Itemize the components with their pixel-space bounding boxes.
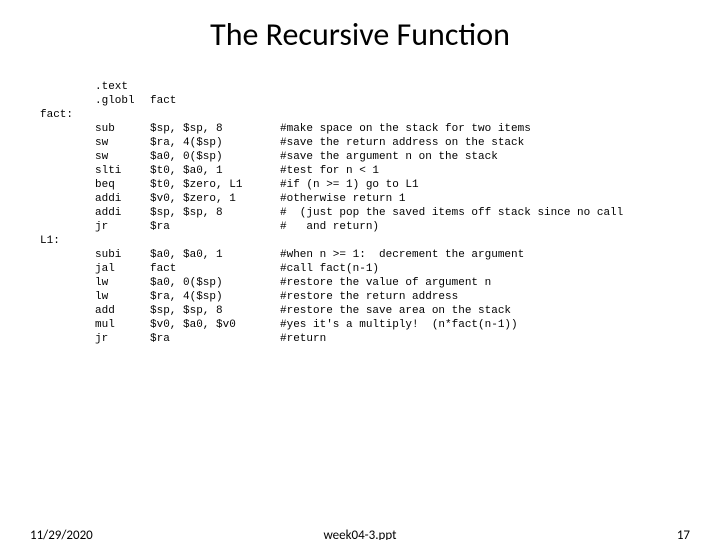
- code-label: [40, 206, 95, 220]
- code-args: $a0, 0($sp): [150, 150, 280, 164]
- code-args: $t0, $zero, L1: [150, 178, 280, 192]
- code-line: L1:: [40, 234, 690, 248]
- code-comment: [280, 94, 690, 108]
- code-line: jr$ra# and return): [40, 220, 690, 234]
- code-args: fact: [150, 94, 280, 108]
- code-label: [40, 304, 95, 318]
- code-comment: [280, 234, 690, 248]
- code-args: $ra, 4($sp): [150, 290, 280, 304]
- code-opcode: sub: [95, 122, 150, 136]
- code-opcode: [95, 234, 150, 248]
- code-args: $ra: [150, 220, 280, 234]
- code-line: subi$a0, $a0, 1#when n >= 1: decrement t…: [40, 248, 690, 262]
- code-block: .text.globlfactfact:sub$sp, $sp, 8#make …: [40, 80, 690, 346]
- code-label: [40, 290, 95, 304]
- code-line: sub$sp, $sp, 8#make space on the stack f…: [40, 122, 690, 136]
- code-line: .text: [40, 80, 690, 94]
- code-label: [40, 276, 95, 290]
- code-opcode: mul: [95, 318, 150, 332]
- code-line: addi$v0, $zero, 1#otherwise return 1: [40, 192, 690, 206]
- code-comment: #call fact(n-1): [280, 262, 690, 276]
- code-opcode: sw: [95, 150, 150, 164]
- code-label: [40, 150, 95, 164]
- code-line: mul$v0, $a0, $v0#yes it's a multiply! (n…: [40, 318, 690, 332]
- code-args: [150, 108, 280, 122]
- slide-title: The Recursive Function: [0, 15, 720, 54]
- code-label: [40, 136, 95, 150]
- code-comment: #otherwise return 1: [280, 192, 690, 206]
- code-opcode: addi: [95, 192, 150, 206]
- code-args: $v0, $a0, $v0: [150, 318, 280, 332]
- code-comment: # and return): [280, 220, 690, 234]
- code-opcode: beq: [95, 178, 150, 192]
- code-line: fact:: [40, 108, 690, 122]
- code-args: $a0, 0($sp): [150, 276, 280, 290]
- code-opcode: jr: [95, 332, 150, 346]
- code-opcode: [95, 108, 150, 122]
- code-label: [40, 178, 95, 192]
- code-args: $ra: [150, 332, 280, 346]
- code-line: addi$sp, $sp, 8# (just pop the saved ite…: [40, 206, 690, 220]
- code-label: [40, 94, 95, 108]
- code-comment: #restore the value of argument n: [280, 276, 690, 290]
- code-opcode: .text: [95, 80, 150, 94]
- code-args: $sp, $sp, 8: [150, 122, 280, 136]
- code-line: .globlfact: [40, 94, 690, 108]
- code-opcode: lw: [95, 290, 150, 304]
- code-opcode: jal: [95, 262, 150, 276]
- code-comment: #restore the save area on the stack: [280, 304, 690, 318]
- code-label: [40, 332, 95, 346]
- code-label: [40, 164, 95, 178]
- code-args: $sp, $sp, 8: [150, 304, 280, 318]
- code-comment: [280, 108, 690, 122]
- code-line: sw$a0, 0($sp)#save the argument n on the…: [40, 150, 690, 164]
- code-args: fact: [150, 262, 280, 276]
- code-args: $t0, $a0, 1: [150, 164, 280, 178]
- code-comment: #yes it's a multiply! (n*fact(n-1)): [280, 318, 690, 332]
- code-opcode: lw: [95, 276, 150, 290]
- code-opcode: add: [95, 304, 150, 318]
- code-args: $a0, $a0, 1: [150, 248, 280, 262]
- code-label: [40, 192, 95, 206]
- footer-page-number: 17: [677, 528, 690, 540]
- code-comment: #save the return address on the stack: [280, 136, 690, 150]
- code-line: jr$ra#return: [40, 332, 690, 346]
- code-line: lw$a0, 0($sp)#restore the value of argum…: [40, 276, 690, 290]
- code-comment: [280, 80, 690, 94]
- code-args: $v0, $zero, 1: [150, 192, 280, 206]
- code-opcode: addi: [95, 206, 150, 220]
- code-opcode: sw: [95, 136, 150, 150]
- code-args: $ra, 4($sp): [150, 136, 280, 150]
- code-comment: #return: [280, 332, 690, 346]
- code-line: add$sp, $sp, 8#restore the save area on …: [40, 304, 690, 318]
- code-args: [150, 80, 280, 94]
- code-args: [150, 234, 280, 248]
- code-label: [40, 122, 95, 136]
- code-comment: #when n >= 1: decrement the argument: [280, 248, 690, 262]
- code-opcode: .globl: [95, 94, 150, 108]
- code-line: beq$t0, $zero, L1#if (n >= 1) go to L1: [40, 178, 690, 192]
- code-line: jalfact#call fact(n-1): [40, 262, 690, 276]
- code-comment: #make space on the stack for two items: [280, 122, 690, 136]
- code-comment: # (just pop the saved items off stack si…: [280, 206, 690, 220]
- code-opcode: subi: [95, 248, 150, 262]
- code-label: L1:: [40, 234, 95, 248]
- code-opcode: jr: [95, 220, 150, 234]
- code-args: $sp, $sp, 8: [150, 206, 280, 220]
- code-comment: #if (n >= 1) go to L1: [280, 178, 690, 192]
- code-label: [40, 262, 95, 276]
- code-label: [40, 220, 95, 234]
- code-label: fact:: [40, 108, 95, 122]
- code-line: lw$ra, 4($sp)#restore the return address: [40, 290, 690, 304]
- code-label: [40, 248, 95, 262]
- code-comment: #restore the return address: [280, 290, 690, 304]
- code-label: [40, 318, 95, 332]
- code-comment: #test for n < 1: [280, 164, 690, 178]
- footer-filename: week04-3.ppt: [0, 528, 720, 540]
- code-line: sw$ra, 4($sp)#save the return address on…: [40, 136, 690, 150]
- code-line: slti$t0, $a0, 1#test for n < 1: [40, 164, 690, 178]
- code-label: [40, 80, 95, 94]
- code-opcode: slti: [95, 164, 150, 178]
- code-comment: #save the argument n on the stack: [280, 150, 690, 164]
